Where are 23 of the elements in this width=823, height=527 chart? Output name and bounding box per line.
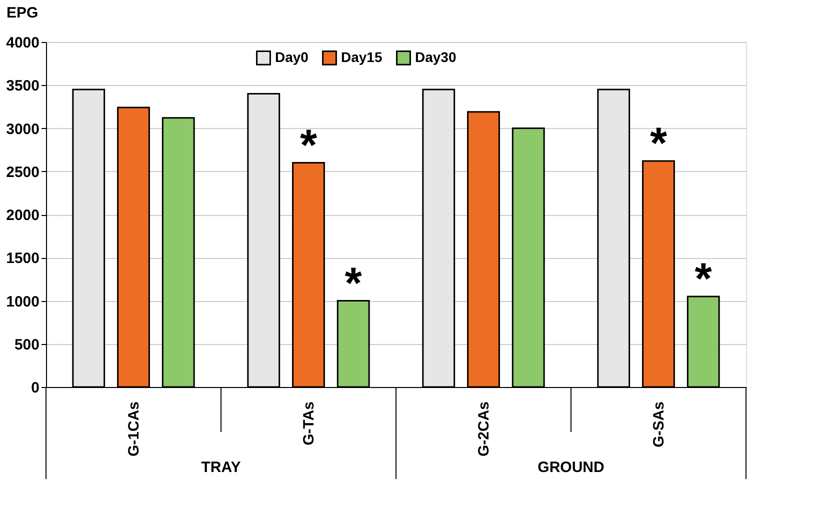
y-tick-label: 3000 xyxy=(6,120,40,138)
legend-label: Day30 xyxy=(415,48,456,65)
y-tick-label: 3500 xyxy=(6,78,40,95)
legend-label: Day15 xyxy=(341,48,382,65)
text: GROUND xyxy=(538,459,604,476)
x-tick-label: G-TAs xyxy=(300,402,318,446)
legend-label: Day0 xyxy=(275,48,309,65)
text: TRAY xyxy=(201,459,241,476)
y-tick-label: 500 xyxy=(14,336,40,354)
data-label: * xyxy=(650,119,668,168)
y-tick-label: 4000 xyxy=(6,34,40,52)
x-tick-label: G-1CAs xyxy=(126,402,142,457)
y-tick-label: 2000 xyxy=(6,207,40,224)
y-tick-label: 1000 xyxy=(6,293,40,310)
y-tick-label: 2500 xyxy=(6,164,40,181)
y-tick-label: 1500 xyxy=(6,250,40,268)
data-label: * xyxy=(694,254,713,304)
y-tick-label: 0 xyxy=(31,380,40,396)
x-tick-label: G-SAs xyxy=(650,402,668,448)
data-label: * xyxy=(344,258,363,308)
y-axis-title: EPG xyxy=(6,4,38,22)
x-tick-label: G-2CAs xyxy=(476,402,492,457)
data-label: * xyxy=(300,120,318,170)
